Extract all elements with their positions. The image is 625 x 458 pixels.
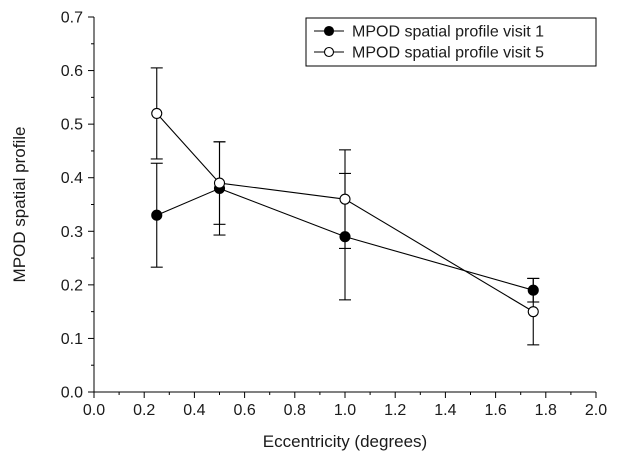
x-tick-label: 0.8 <box>284 402 306 419</box>
series-2 <box>150 67 540 346</box>
x-tick-label: 0.6 <box>233 402 255 419</box>
x-tick-label: 0.4 <box>183 402 205 419</box>
legend-marker <box>323 46 335 58</box>
x-tick-label: 2.0 <box>585 402 607 419</box>
data-point <box>339 231 351 243</box>
x-tick-label: 1.4 <box>434 402 456 419</box>
legend: MPOD spatial profile visit 1 MPOD spatial… <box>305 17 597 67</box>
data-point <box>213 177 226 189</box>
series-line <box>156 113 534 313</box>
y-tick-label: 0.1 <box>61 331 83 348</box>
legend-box <box>305 17 597 67</box>
data-point <box>151 209 163 221</box>
y-tick-label: 0.6 <box>61 63 83 80</box>
legend-label: MPOD spatial profile visit 5 <box>352 45 544 62</box>
y-tick-label: 0.4 <box>61 170 83 187</box>
data-point <box>527 306 539 318</box>
y-tick-label: 0.7 <box>61 10 83 27</box>
y-axis-label: MPOD spatial profile <box>10 127 29 283</box>
series-line <box>156 187 534 291</box>
x-tick-label: 1.8 <box>535 402 557 419</box>
x-axis-label: Eccentricity (degrees) <box>263 432 427 451</box>
y-tick-label: 0.0 <box>61 385 83 402</box>
series-2-markers <box>151 107 539 318</box>
legend-marker <box>323 25 335 37</box>
x-tick-label: 0.0 <box>83 402 105 419</box>
data-point <box>151 107 163 119</box>
legend-item-1: MPOD spatial profile visit 1 <box>314 24 544 41</box>
series-layer <box>150 67 540 346</box>
legend-label: MPOD spatial profile visit 1 <box>352 24 544 41</box>
y-tick-label: 0.5 <box>61 117 83 134</box>
x-tick-label: 1.2 <box>384 402 406 419</box>
data-point <box>339 193 351 205</box>
x-tick-label: 0.2 <box>133 402 155 419</box>
x-tick-label: 1.0 <box>334 402 356 419</box>
y-tick-label: 0.3 <box>61 224 83 241</box>
data-point <box>527 284 539 296</box>
x-tick-label: 1.6 <box>484 402 506 419</box>
series-1-markers <box>151 182 539 296</box>
axes: 0.0 0.2 0.4 0.6 0.8 1.0 1.2 1.4 1.6 1.8 2.0 0.0 0.1 0… <box>61 10 607 420</box>
y-tick-label: 0.2 <box>61 277 83 294</box>
legend-item-2: MPOD spatial profile visit 5 <box>314 45 544 62</box>
